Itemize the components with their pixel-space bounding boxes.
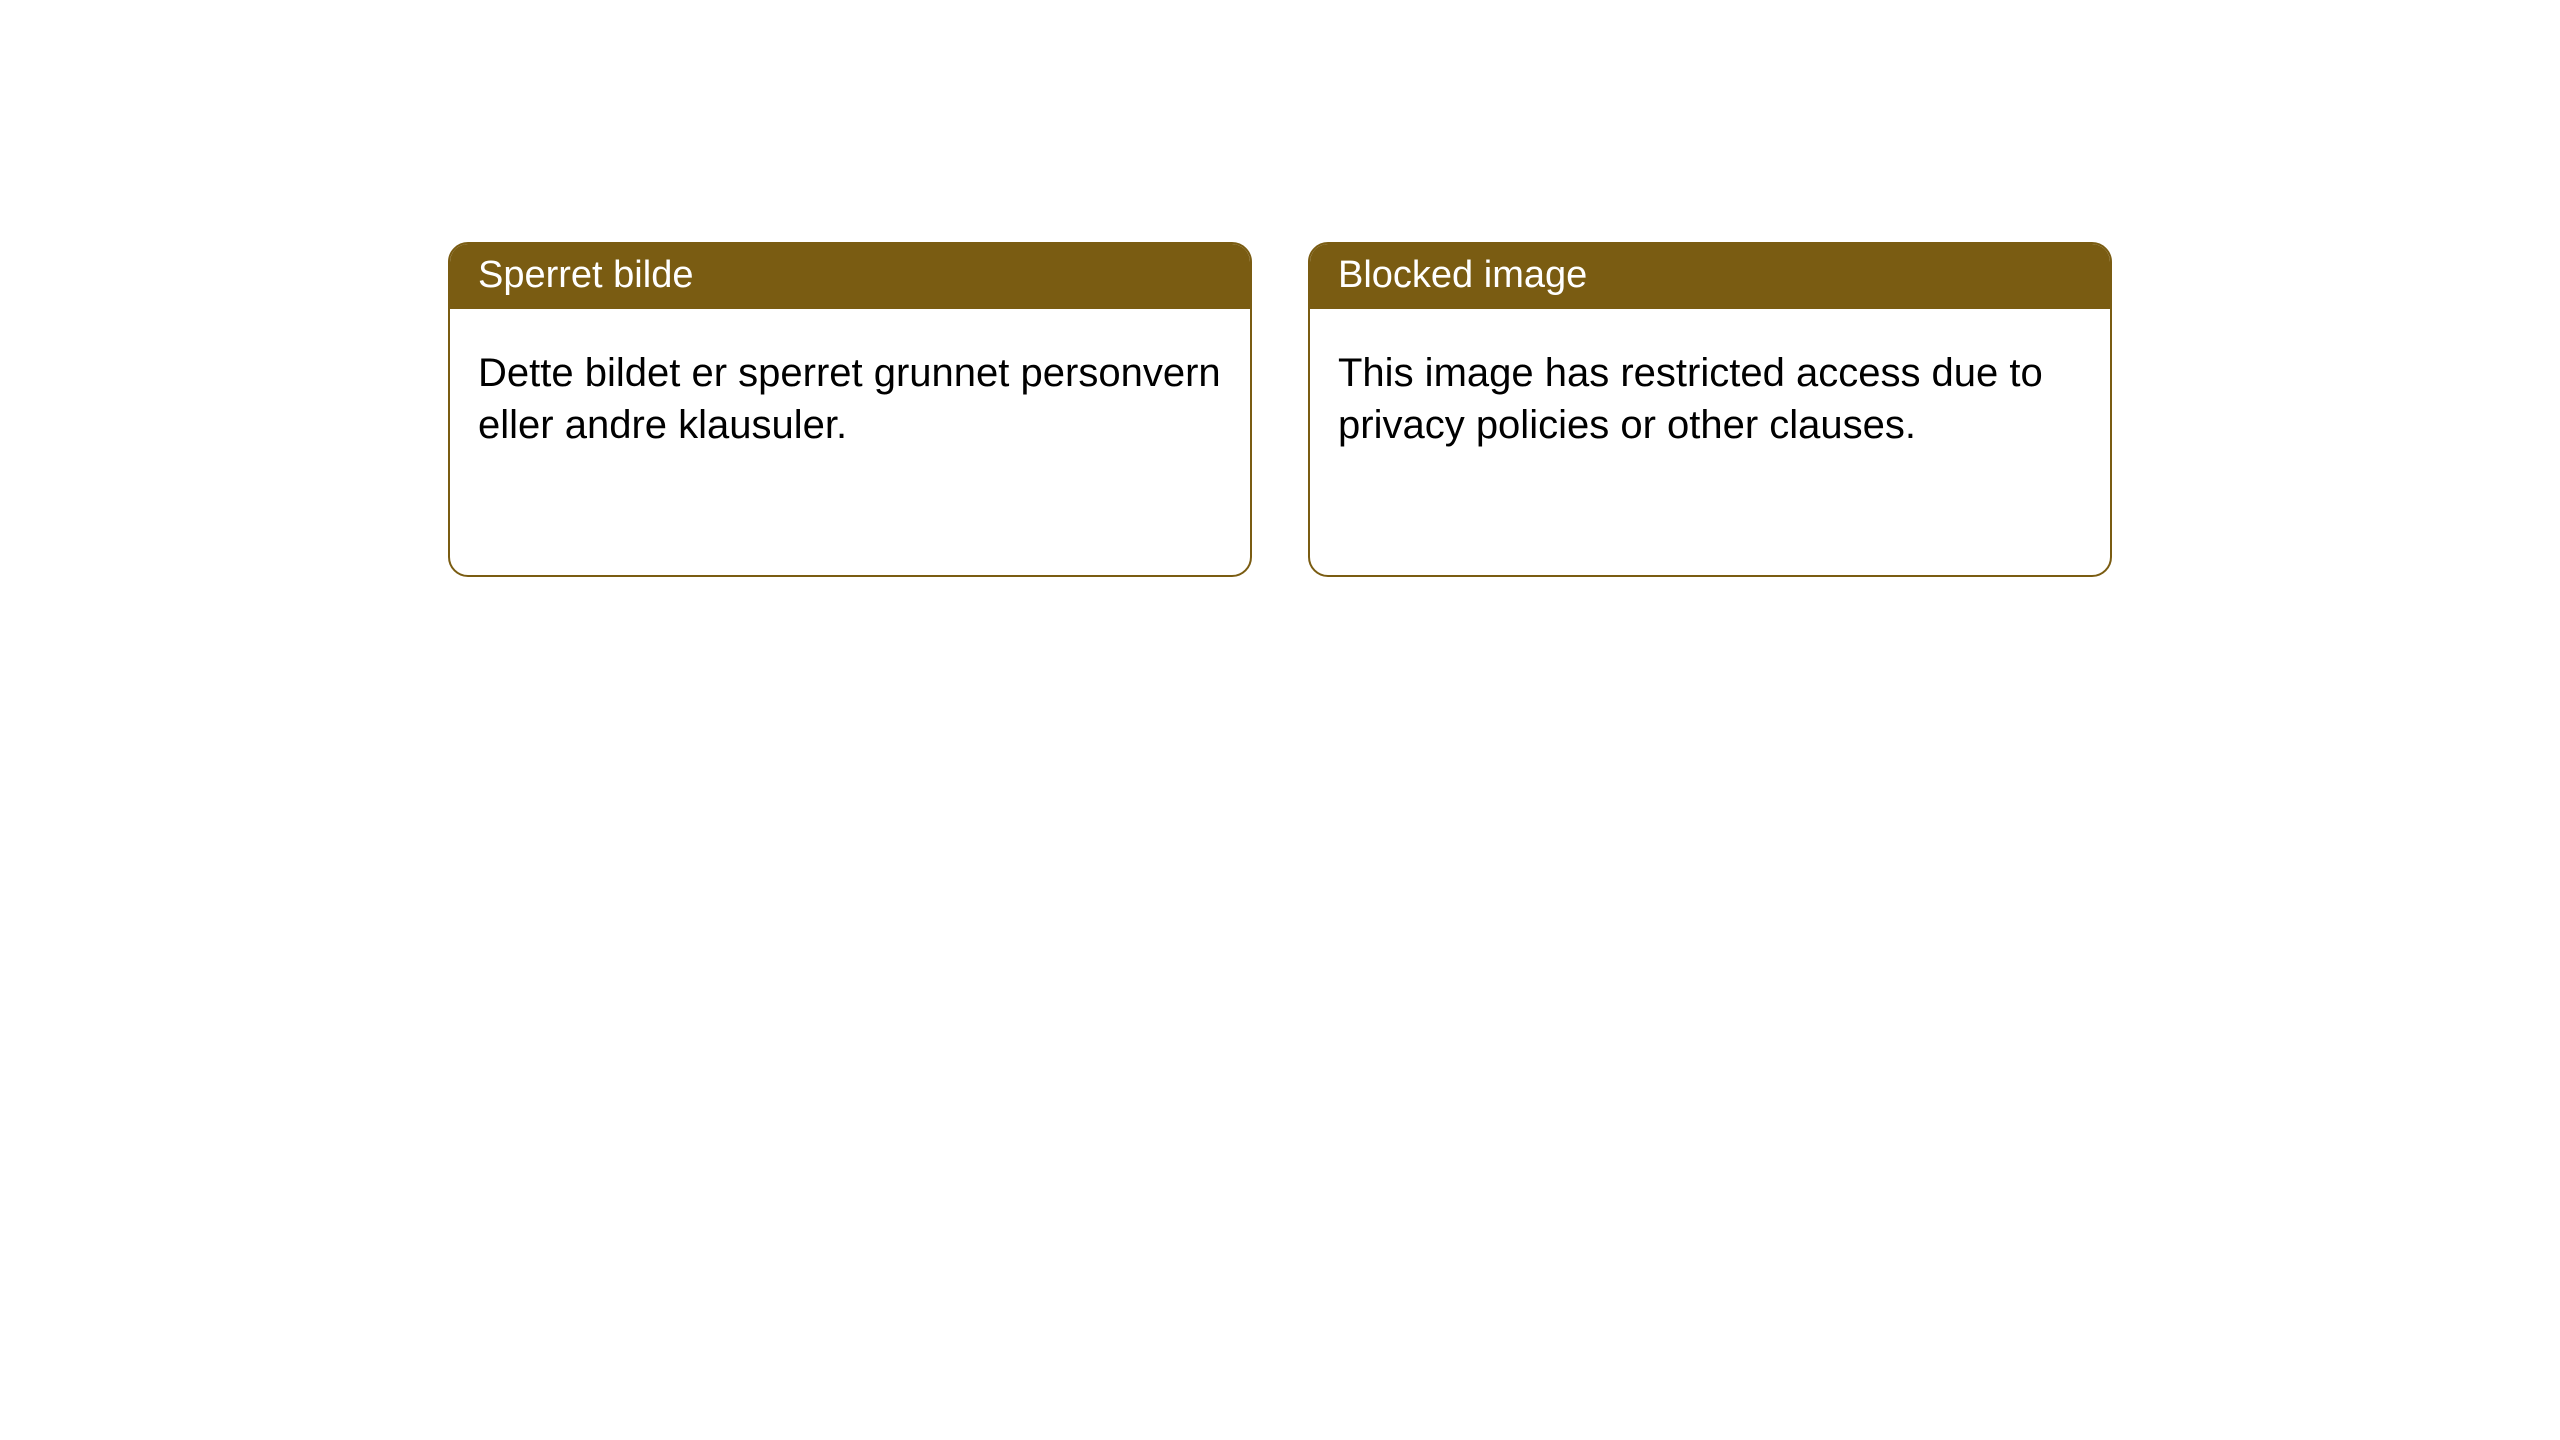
card-body: Dette bildet er sperret grunnet personve…	[450, 309, 1250, 489]
blocked-image-card-english: Blocked image This image has restricted …	[1308, 242, 2112, 577]
card-header-text: Sperret bilde	[478, 254, 693, 296]
card-body-text: This image has restricted access due to …	[1338, 351, 2043, 447]
card-body-text: Dette bildet er sperret grunnet personve…	[478, 351, 1221, 447]
cards-container: Sperret bilde Dette bildet er sperret gr…	[0, 0, 2560, 577]
card-header: Sperret bilde	[450, 244, 1250, 309]
card-body: This image has restricted access due to …	[1310, 309, 2110, 489]
card-header: Blocked image	[1310, 244, 2110, 309]
card-header-text: Blocked image	[1338, 254, 1587, 296]
blocked-image-card-norwegian: Sperret bilde Dette bildet er sperret gr…	[448, 242, 1252, 577]
